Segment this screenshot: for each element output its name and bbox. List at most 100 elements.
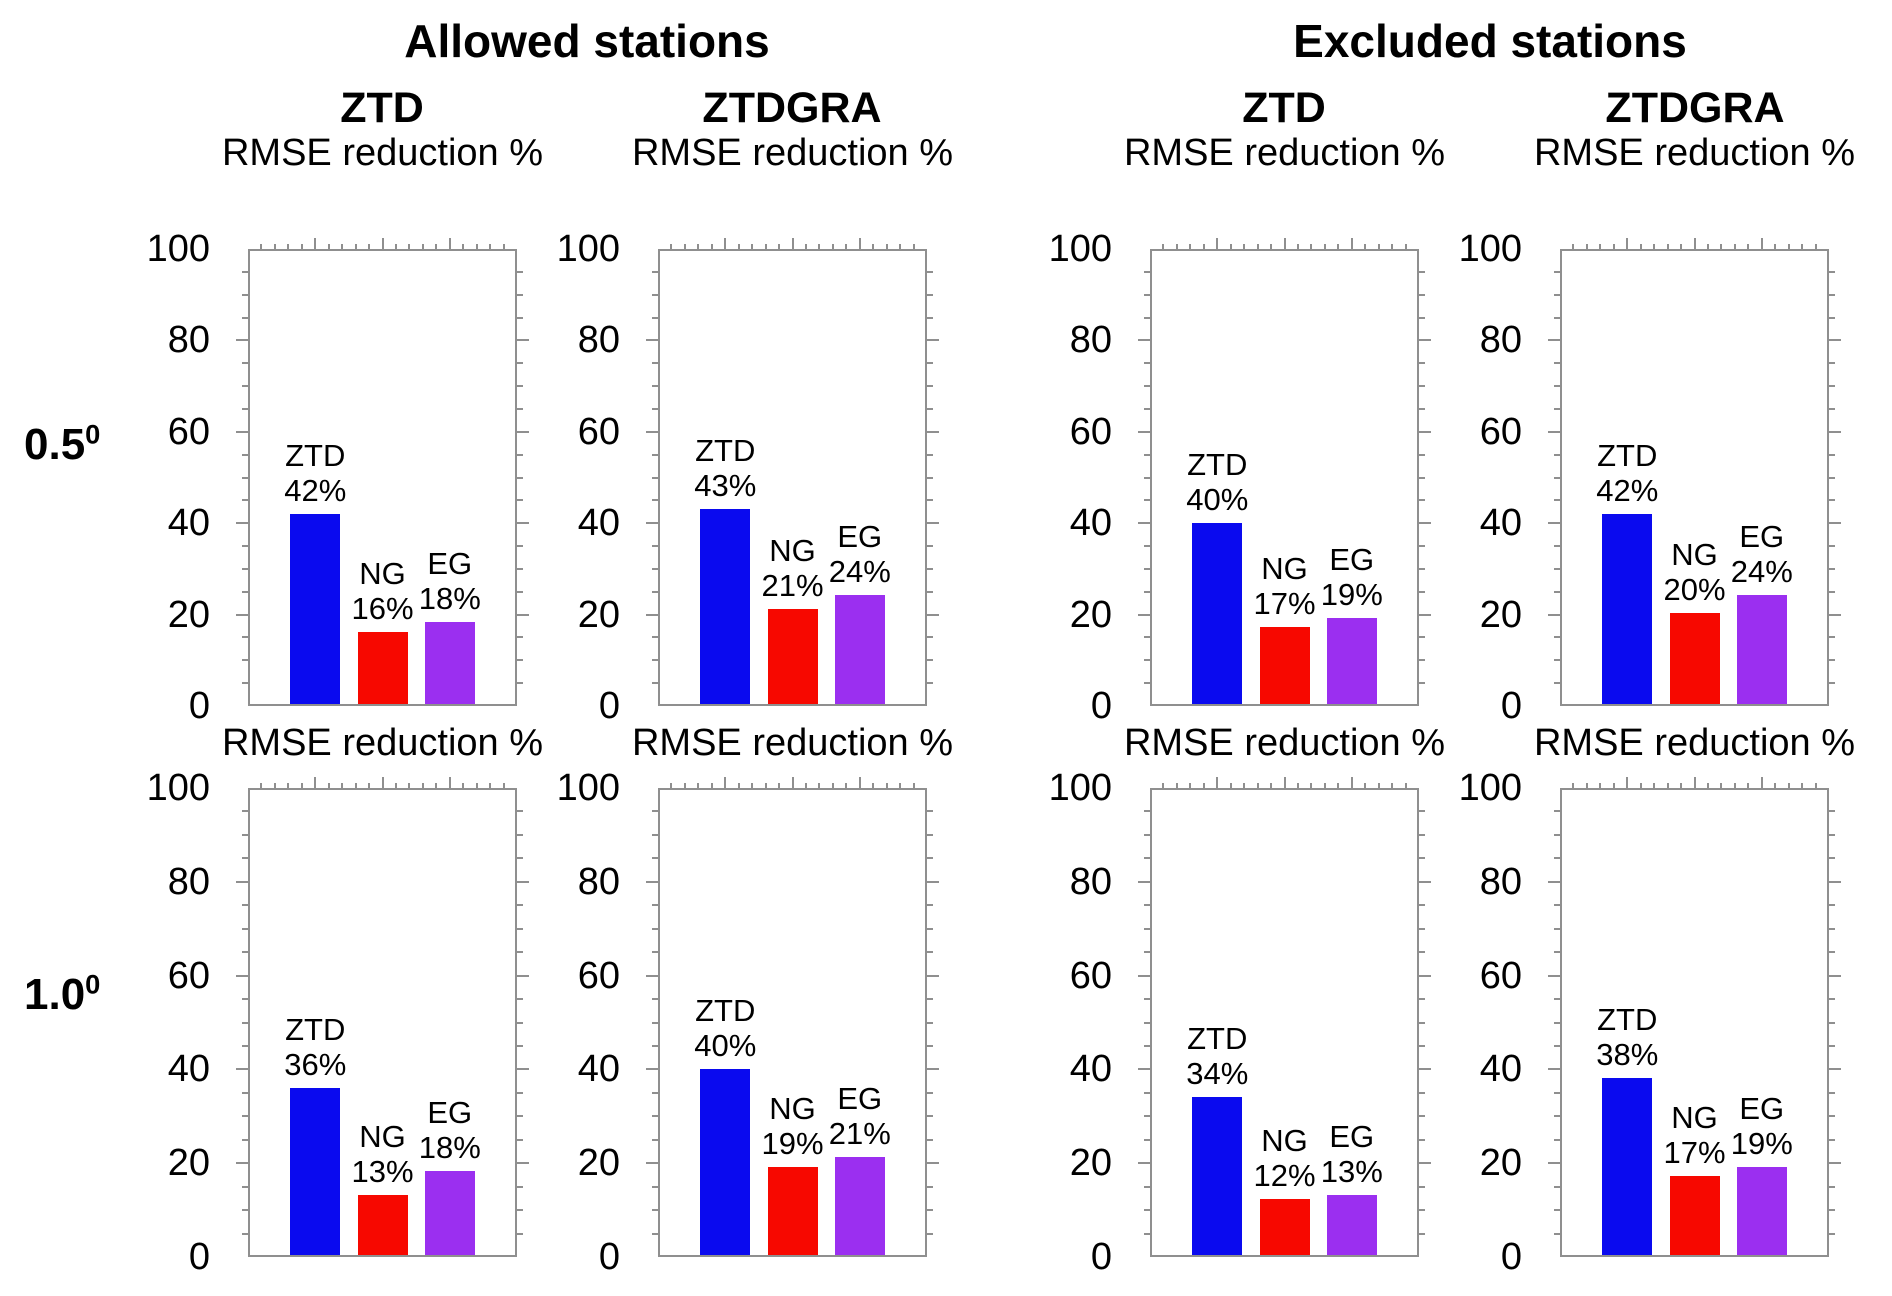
y-axis-tick <box>242 951 248 954</box>
bar-label-value: 13% <box>351 1154 414 1189</box>
x-axis-tick <box>1175 244 1178 249</box>
row-label-0.5deg: 0.50 <box>24 420 100 470</box>
y-axis-tick <box>517 1115 523 1118</box>
y-axis-tick <box>1419 998 1425 1001</box>
y-tick-label: 100 <box>556 767 620 809</box>
x-axis-tick <box>724 238 727 249</box>
x-axis-tick <box>737 783 740 788</box>
x-axis-tick <box>448 238 451 249</box>
x-axis-tick <box>1612 244 1615 249</box>
column-header-allowed-ztd: ZTD <box>340 84 424 132</box>
x-axis-tick <box>791 777 794 788</box>
y-axis-tick <box>652 682 658 685</box>
bar-label-value: 18% <box>418 581 481 616</box>
y-axis-tick <box>646 974 658 977</box>
bar-label-category: EG <box>427 546 473 581</box>
y-axis-tick <box>1554 270 1560 273</box>
y-tick-label: 40 <box>167 1048 210 1091</box>
x-axis-tick <box>670 244 673 249</box>
y-axis-tick <box>1554 499 1560 502</box>
x-axis-tick <box>1202 244 1205 249</box>
y-axis-tick <box>517 998 523 1001</box>
x-axis-tick <box>327 783 330 788</box>
y-axis-tick <box>652 659 658 662</box>
row-label-0.5deg-text: 0.5 <box>24 420 86 469</box>
bar-ztd <box>1192 523 1243 704</box>
y-axis-tick <box>652 1232 658 1235</box>
y-axis-tick <box>1829 567 1835 570</box>
x-axis-tick <box>1747 244 1750 249</box>
bar-eg <box>1326 1195 1377 1255</box>
y-axis-tick <box>242 545 248 548</box>
chart-excluded-ztdgra-0.5-title: RMSE reduction % <box>1533 132 1856 174</box>
x-axis-tick <box>1814 783 1817 788</box>
x-axis-tick <box>1626 777 1629 788</box>
y-axis-tick <box>646 613 658 616</box>
y-axis-tick <box>1554 857 1560 860</box>
y-axis-tick <box>927 682 933 685</box>
bar-label-value: 19% <box>1730 1126 1793 1161</box>
x-axis-tick <box>831 783 834 788</box>
y-axis-tick <box>1144 453 1150 456</box>
y-axis-tick <box>1419 567 1425 570</box>
y-axis-tick <box>1144 499 1150 502</box>
x-axis-tick <box>1639 783 1642 788</box>
column-header-allowed-ztdgra: ZTDGRA <box>702 84 882 132</box>
y-axis-tick <box>1419 545 1425 548</box>
y-axis-tick <box>652 857 658 860</box>
y-tick-label: 40 <box>577 502 620 545</box>
x-axis-tick <box>368 783 371 788</box>
bar-label-category: EG <box>1329 1119 1375 1154</box>
y-axis-tick <box>927 1185 933 1188</box>
x-axis-tick <box>683 244 686 249</box>
x-axis-tick <box>260 783 263 788</box>
x-axis-tick <box>448 777 451 788</box>
x-axis-tick <box>1175 783 1178 788</box>
y-axis-tick <box>646 1068 658 1071</box>
y-axis-tick <box>1144 476 1150 479</box>
bar-label-value: 17% <box>1253 586 1316 621</box>
y-tick-label: 60 <box>1479 954 1522 997</box>
y-tick-label: 80 <box>167 860 210 903</box>
y-axis-tick <box>1829 833 1835 836</box>
y-axis-tick <box>927 1162 939 1165</box>
bar-label-eg: EG 18% <box>419 1095 481 1165</box>
bar-ng <box>1259 627 1310 704</box>
y-axis-tick <box>1829 476 1835 479</box>
y-axis-tick <box>1419 339 1431 342</box>
bar-label-value: 40% <box>1186 482 1249 517</box>
bar-label-value: 19% <box>761 1126 824 1161</box>
y-axis-tick <box>1548 974 1560 977</box>
y-axis-tick <box>1829 385 1835 388</box>
y-axis-tick <box>646 339 658 342</box>
bar-label-value: 24% <box>1730 554 1793 589</box>
y-axis-tick <box>1144 927 1150 930</box>
x-axis-tick <box>751 783 754 788</box>
bar-label-category: NG <box>1261 1123 1308 1158</box>
y-axis-tick <box>927 833 933 836</box>
x-axis-tick <box>1256 244 1259 249</box>
y-tick-label: 0 <box>1500 1236 1522 1278</box>
x-axis-tick <box>287 244 290 249</box>
x-axis-tick <box>1337 244 1340 249</box>
y-axis-tick <box>1138 522 1150 525</box>
y-axis-tick <box>517 810 523 813</box>
x-axis-tick <box>804 783 807 788</box>
y-tick-label: 80 <box>577 860 620 903</box>
y-tick-label: 20 <box>577 1142 620 1185</box>
y-axis-tick <box>517 567 523 570</box>
y-axis-tick <box>517 1021 523 1024</box>
x-axis-tick <box>791 238 794 249</box>
y-axis-tick <box>1829 659 1835 662</box>
y-axis-tick <box>927 1068 939 1071</box>
bar-ztd <box>700 1069 751 1255</box>
y-axis-tick <box>1419 1068 1431 1071</box>
y-axis-tick <box>1419 1021 1425 1024</box>
bar-label-ztd: ZTD 38% <box>1596 1002 1658 1072</box>
y-axis-tick <box>1419 407 1425 410</box>
bar-label-ng: NG 21% <box>761 533 823 603</box>
y-axis-tick <box>242 682 248 685</box>
x-axis-tick <box>1270 783 1273 788</box>
x-axis-tick <box>1283 777 1286 788</box>
y-axis-tick <box>236 974 248 977</box>
